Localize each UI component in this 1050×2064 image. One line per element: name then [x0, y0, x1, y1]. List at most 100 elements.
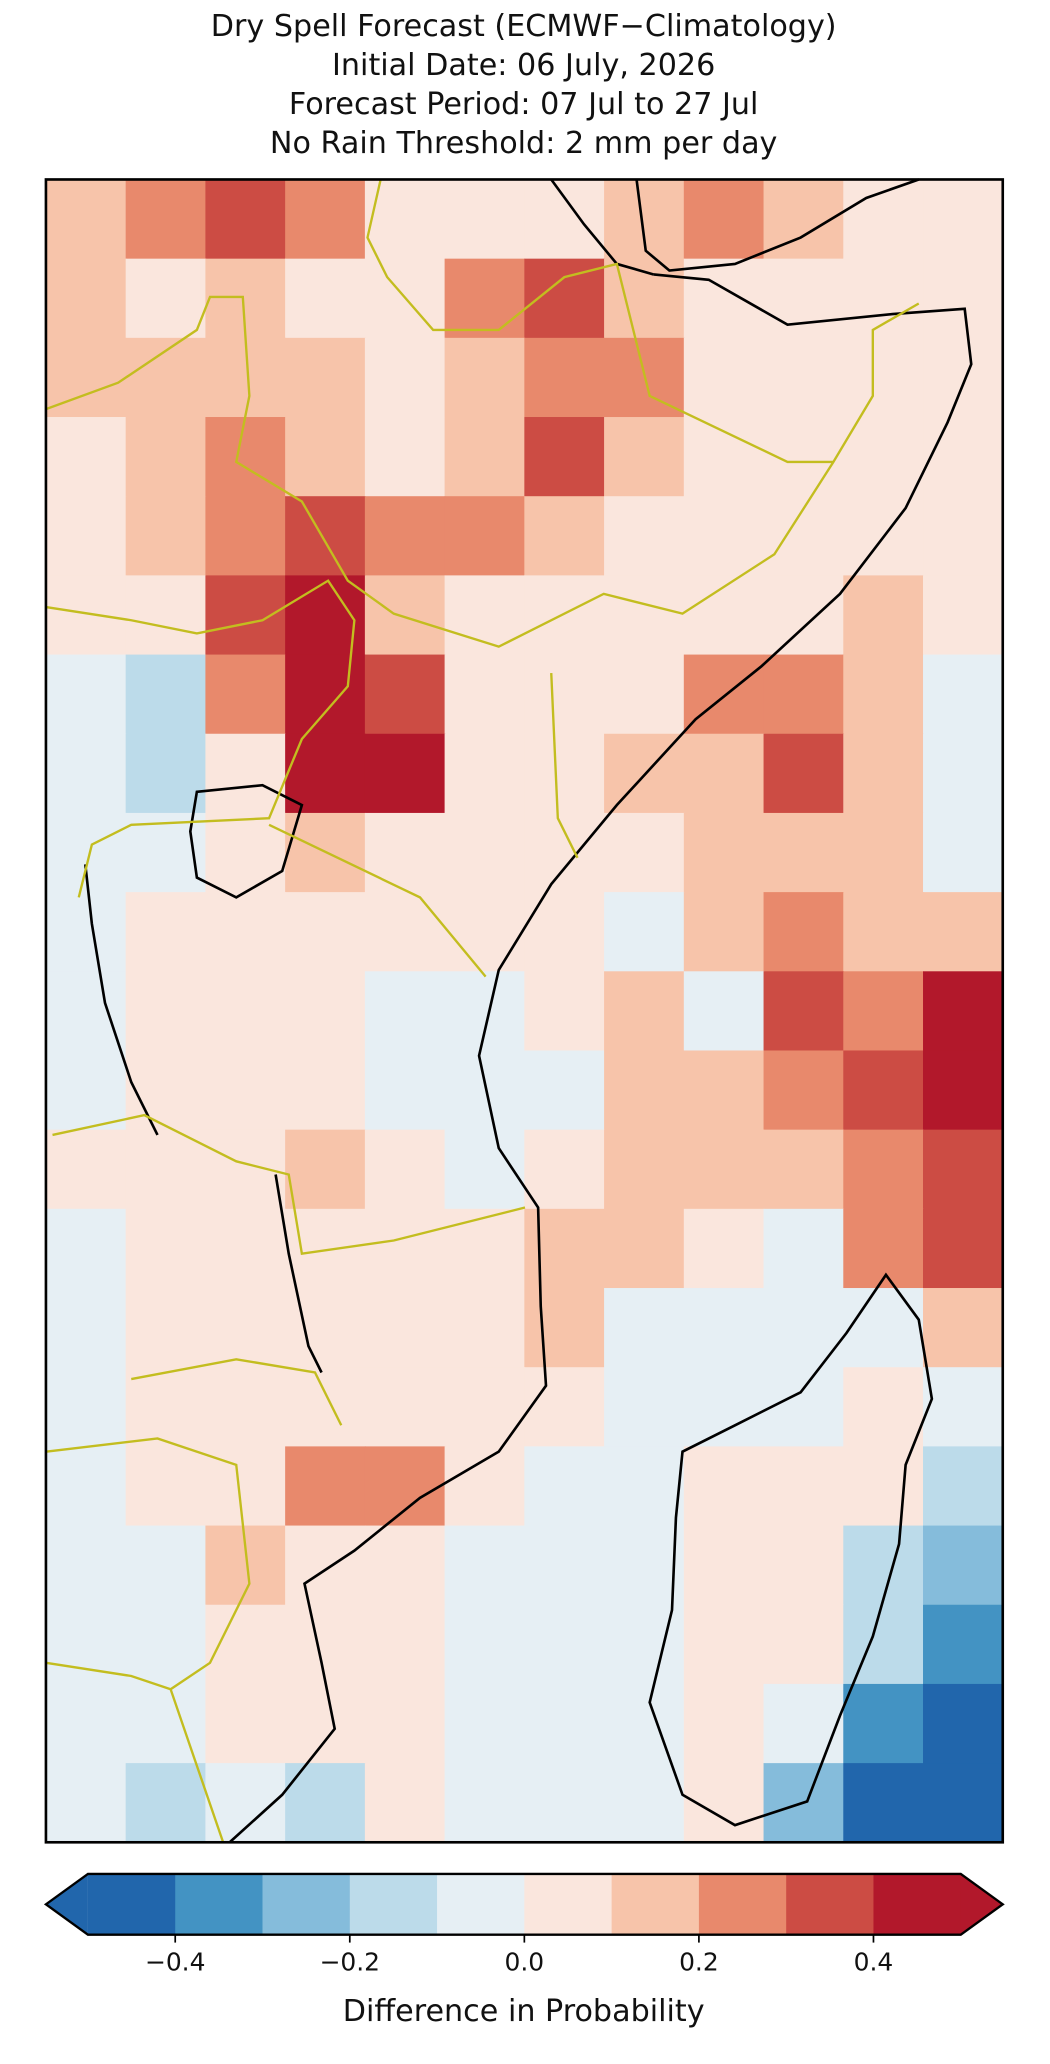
- grid-cell: [683, 1446, 765, 1527]
- grid-cell: [45, 417, 127, 497]
- grid-cell: [45, 575, 127, 656]
- grid-cell: [205, 1288, 286, 1368]
- colorbar-bin: [786, 1873, 875, 1935]
- grid-cell: [524, 654, 605, 735]
- grid-cell: [604, 496, 685, 577]
- grid-cell: [524, 1208, 605, 1289]
- grid-cell: [285, 892, 366, 973]
- grid-cell: [205, 1050, 286, 1131]
- grid-cell: [285, 1367, 366, 1448]
- grid-cell: [763, 892, 845, 973]
- colorbar-tick-label: 0.4: [854, 1948, 894, 1977]
- grid-cell: [763, 337, 845, 418]
- grid-cell: [285, 1683, 366, 1764]
- grid-cell: [843, 1763, 924, 1844]
- coastline: [228, 273, 973, 1844]
- colorbar-bin: [87, 1873, 176, 1935]
- grid-cell: [524, 1525, 605, 1606]
- coastline: [550, 178, 920, 276]
- colorbar-tick-label: 0.2: [679, 1948, 719, 1977]
- coastlines: [84, 178, 973, 1844]
- grid-cell: [125, 892, 207, 973]
- grid-cell: [763, 733, 845, 814]
- colorbar-tick-label: 0.0: [505, 1948, 545, 1977]
- grid-cell: [843, 1446, 924, 1527]
- grid-cell: [923, 733, 1004, 814]
- grid-cell: [524, 892, 605, 973]
- grid-cell: [604, 1050, 685, 1131]
- grid-cell: [683, 1129, 765, 1210]
- grid-cell: [364, 417, 446, 497]
- grid-cell: [364, 892, 446, 973]
- grid-cell: [205, 1604, 286, 1685]
- colorbar-bin: [175, 1873, 264, 1935]
- grid-cell: [125, 1208, 207, 1289]
- grid-cell: [843, 1288, 924, 1368]
- grid-cell: [763, 1525, 845, 1606]
- grid-cell: [683, 337, 765, 418]
- grid-cell: [604, 417, 685, 497]
- grid-cell: [285, 417, 366, 497]
- grid-cell: [524, 1129, 605, 1210]
- grid-cell: [524, 733, 605, 814]
- grid-cell: [683, 1367, 765, 1448]
- grid-cell: [683, 258, 765, 339]
- grid-cell: [364, 971, 446, 1052]
- grid-cell: [843, 892, 924, 973]
- grid-cell: [923, 179, 1004, 260]
- grid-cell: [843, 417, 924, 497]
- grid-cell: [923, 1525, 1004, 1606]
- grid-cell: [364, 496, 446, 577]
- colorbar-bin: [349, 1873, 438, 1935]
- grid-cell: [604, 1208, 685, 1289]
- grid-cell: [364, 1446, 446, 1527]
- colorbar-tick-label: −0.4: [145, 1948, 206, 1977]
- grid-cell: [125, 1446, 207, 1527]
- grid-cell: [604, 892, 685, 973]
- grid-cell: [843, 1129, 924, 1210]
- grid-cell: [45, 179, 127, 260]
- grid-cell: [604, 654, 685, 735]
- grid-cell: [763, 1604, 845, 1685]
- grid-cell: [125, 1763, 207, 1844]
- colorbar-bin: [698, 1873, 787, 1935]
- grid-cell: [444, 1763, 526, 1844]
- grid-cell: [364, 1208, 446, 1289]
- grid-cell: [843, 575, 924, 656]
- grid-cell: [285, 1208, 366, 1289]
- grid-cell: [524, 179, 605, 260]
- grid-cell: [843, 812, 924, 893]
- grid-cell: [683, 812, 765, 893]
- grid-cell: [285, 1288, 366, 1368]
- grid-cell: [205, 971, 286, 1052]
- grid-cell: [444, 337, 526, 418]
- grid-cell: [604, 1288, 685, 1368]
- grid-cell: [923, 417, 1004, 497]
- grid-cell: [763, 1050, 845, 1131]
- grid-cell: [843, 971, 924, 1052]
- grid-cell: [763, 575, 845, 656]
- chart-title: Initial Date: 06 July, 2026: [332, 48, 715, 83]
- grid-cell: [444, 812, 526, 893]
- grid-cell: [683, 654, 765, 735]
- grid-cell: [444, 1525, 526, 1606]
- grid-cell: [763, 1446, 845, 1527]
- border: [45, 579, 579, 978]
- grid-cell: [205, 1367, 286, 1448]
- grid-cell: [364, 1288, 446, 1368]
- grid-cell: [45, 258, 127, 339]
- grid-cell: [444, 179, 526, 260]
- colorbar-bin: [437, 1873, 525, 1935]
- grid-cell: [763, 1367, 845, 1448]
- grid-cell: [285, 337, 366, 418]
- grid-cell: [683, 892, 765, 973]
- lake: [188, 783, 304, 899]
- grid-cell: [364, 1367, 446, 1448]
- grid-cell: [285, 1446, 366, 1527]
- grid-cell: [125, 496, 207, 577]
- grid-cell: [444, 1367, 526, 1448]
- grid-cell: [45, 654, 127, 735]
- border: [45, 1113, 526, 1843]
- grid-cell: [923, 892, 1004, 973]
- grid-cell: [524, 1683, 605, 1764]
